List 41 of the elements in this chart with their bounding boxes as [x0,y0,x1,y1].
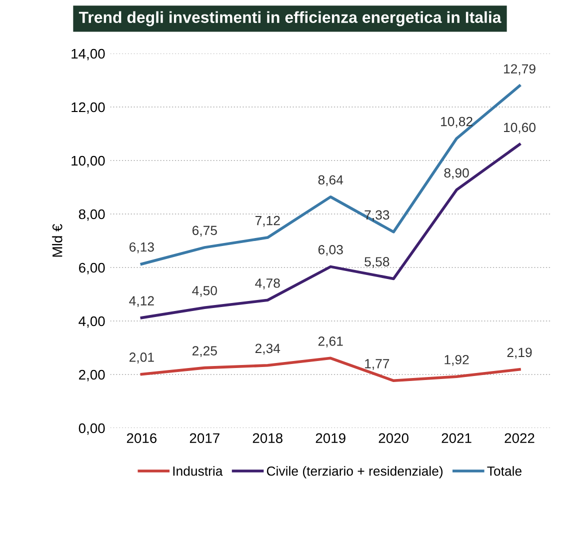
chart-title: Trend degli investimenti in efficienza energetica in Italia [78,11,502,26]
data-label: 2,25 [192,346,217,358]
x-tick-label: 2021 [442,433,472,444]
data-label: 10,82 [441,116,472,128]
y-tick-label: 2,00 [79,370,105,382]
y-tick-label: 10,00 [72,156,105,168]
y-tick-label: 4,00 [78,316,105,328]
data-label: 5,58 [364,257,390,268]
x-tick-label: 2018 [252,433,282,444]
y-axis-title: Mld € [52,224,62,257]
data-label: 4,50 [192,286,217,297]
x-tick-label: 2017 [190,433,220,444]
legend-label: Civile (terziario + residenziale) [266,466,443,478]
legend-label: Industria [173,466,223,476]
data-label: 2,01 [130,352,154,364]
data-label: 1,77 [365,359,390,370]
data-label: 8,90 [444,168,469,180]
data-label: 7,33 [364,210,390,222]
y-tick-label: 0,00 [78,423,105,435]
y-tick-label: 6,00 [79,262,105,274]
x-tick-label: 2016 [126,433,157,444]
y-tick-label: 14,00 [72,48,105,60]
data-label: 2,34 [255,344,280,355]
data-label: 4,12 [129,296,154,308]
data-label: 10,60 [504,122,536,134]
x-tick-label: 2020 [378,433,408,444]
data-label: 1,92 [444,354,469,366]
data-label: 7,12 [255,216,280,227]
data-label: 12,79 [504,64,536,76]
x-tick-label: 2019 [316,433,346,444]
data-label: 4,78 [255,278,280,290]
x-tick-label: 2022 [504,433,534,444]
legend-label: Totale [487,466,522,476]
data-label: 2,61 [318,336,343,348]
data-label: 6,03 [318,245,343,256]
data-label: 2,19 [507,348,532,359]
y-tick-label: 8,00 [78,209,105,221]
data-label: 6,75 [192,226,217,237]
data-label: 6,13 [130,242,154,254]
data-label: 8,64 [318,175,344,186]
y-tick-label: 12,00 [72,102,105,114]
